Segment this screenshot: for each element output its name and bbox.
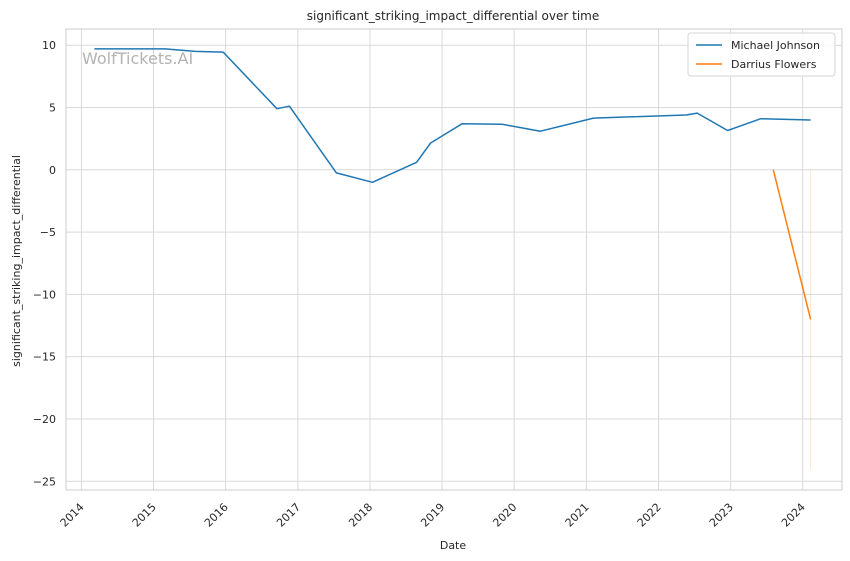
y-tick-label: 0 [49, 164, 56, 177]
y-tick-label: −25 [33, 475, 56, 488]
legend-box [687, 32, 836, 77]
x-tick-label: 2019 [418, 501, 447, 530]
legend: Michael Johnson Darrius Flowers [687, 32, 836, 77]
x-axis-label: Date [440, 539, 467, 552]
plot-frame [65, 28, 843, 491]
data-layer [94, 48, 812, 469]
legend-label-michael-johnson: Michael Johnson [731, 39, 820, 52]
y-tick-label: 10 [42, 39, 56, 52]
y-tick-label: −10 [33, 288, 56, 301]
watermark: WolfTickets.AI [82, 49, 193, 68]
x-tick-label: 2022 [635, 501, 664, 530]
y-tick-label: −15 [33, 351, 56, 364]
y-tick-label: −5 [40, 226, 56, 239]
series-line-michael-johnson [94, 48, 811, 184]
legend-label-darrius-flowers: Darrius Flowers [731, 58, 817, 71]
y-axis-label: significant_striking_impact_differential [10, 155, 23, 367]
x-tick-label: 2016 [202, 501, 231, 530]
x-tick-label: 2014 [58, 501, 87, 530]
x-tick-label: 2018 [346, 501, 375, 530]
tick-layer: 2014 2015 2016 2017 2018 2019 2020 2021 2022 2023… [33, 39, 808, 529]
series-line-darrius-flowers [772, 169, 812, 320]
grid-layer [66, 29, 842, 490]
x-tick-label: 2017 [274, 501, 303, 530]
y-tick-label: −20 [33, 413, 56, 426]
y-tick-label: 5 [49, 101, 56, 114]
x-tick-label: 2021 [563, 501, 592, 530]
x-tick-label: 2020 [490, 501, 519, 530]
x-tick-label: 2024 [779, 501, 808, 530]
chart-title: significant_striking_impact_differential… [307, 9, 599, 23]
x-tick-label: 2015 [130, 501, 159, 530]
x-tick-label: 2023 [707, 501, 736, 530]
